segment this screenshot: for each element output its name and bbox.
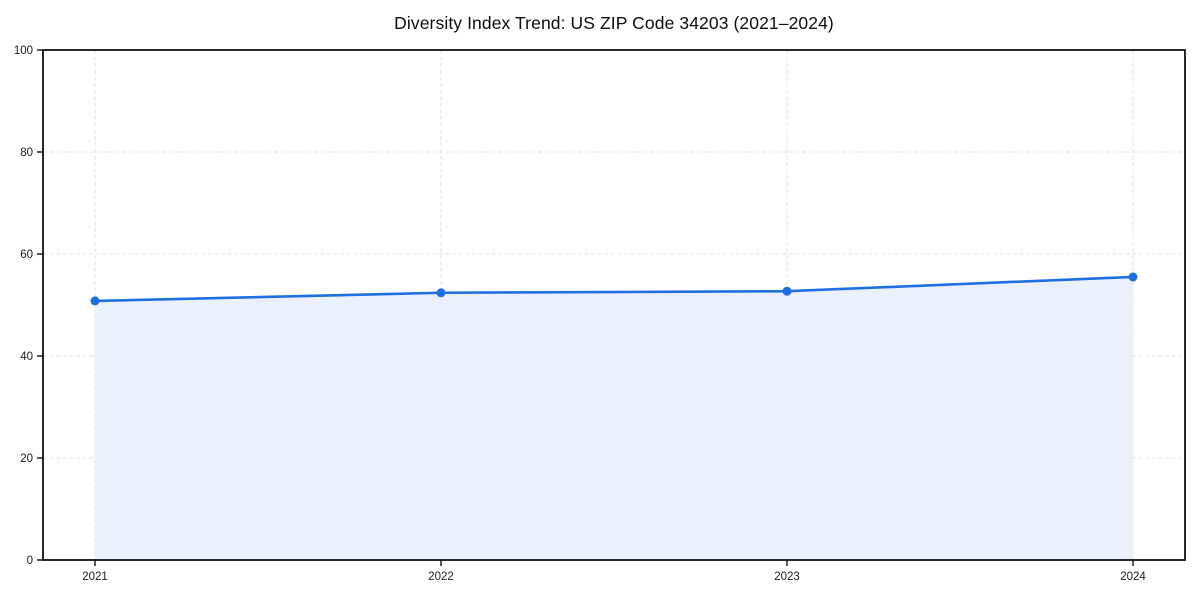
chart-title: Diversity Index Trend: US ZIP Code 34203… bbox=[394, 13, 834, 33]
y-tick-label: 40 bbox=[20, 351, 33, 363]
data-point-marker bbox=[782, 286, 792, 296]
y-tick-label: 100 bbox=[14, 45, 33, 57]
data-point-marker bbox=[436, 288, 446, 298]
trend-line bbox=[93, 275, 1135, 303]
y-tick-label: 20 bbox=[20, 453, 33, 465]
x-tick-label: 2023 bbox=[774, 571, 800, 583]
y-tick-label: 60 bbox=[20, 249, 33, 261]
area-fill bbox=[95, 276, 1133, 560]
data-point-marker bbox=[1128, 272, 1138, 282]
x-tick-label: 2021 bbox=[82, 571, 108, 583]
y-tick-label: 0 bbox=[27, 555, 33, 567]
plot-frame bbox=[42, 49, 1186, 561]
x-tick-label: 2022 bbox=[428, 571, 454, 583]
x-tick-label: 2024 bbox=[1120, 571, 1146, 583]
y-tick-label: 80 bbox=[20, 147, 33, 159]
data-point-marker bbox=[90, 296, 100, 306]
